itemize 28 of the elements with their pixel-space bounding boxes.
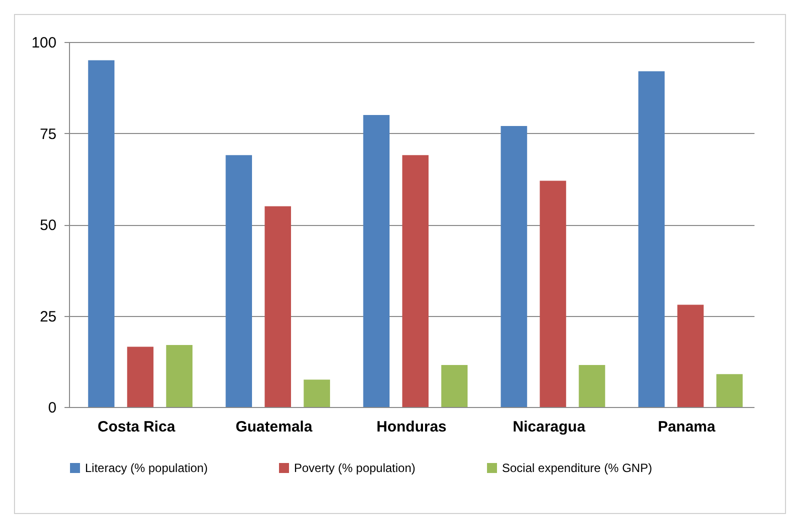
legend-label: Social expenditure (% GNP) [502, 461, 652, 475]
bar [264, 206, 292, 407]
y-tick-label: 75 [40, 126, 56, 143]
bar [88, 60, 114, 407]
legend-label: Literacy (% population) [85, 461, 208, 475]
x-tick-label: Guatemala [236, 418, 313, 436]
x-tick-label: Honduras [376, 418, 447, 436]
bar [677, 304, 704, 407]
bar [363, 115, 390, 407]
y-tick-label: 50 [40, 217, 56, 234]
bar [716, 374, 743, 407]
y-tick-label: 0 [48, 400, 56, 416]
bar [578, 365, 606, 407]
bar [500, 126, 528, 407]
bar [166, 344, 192, 407]
bar [540, 180, 566, 407]
bar [304, 380, 330, 407]
bar [402, 155, 429, 407]
bar [127, 346, 154, 407]
bar [441, 365, 468, 407]
x-tick-label: Costa Rica [98, 418, 176, 436]
y-tick-label: 25 [40, 308, 56, 326]
x-tick-label: Nicaragua [512, 418, 586, 436]
legend-label: Poverty (% population) [294, 461, 416, 475]
bar [226, 155, 252, 407]
x-tick-label: Panama [658, 418, 716, 436]
bar [638, 71, 665, 407]
y-tick-label: 100 [31, 34, 56, 52]
